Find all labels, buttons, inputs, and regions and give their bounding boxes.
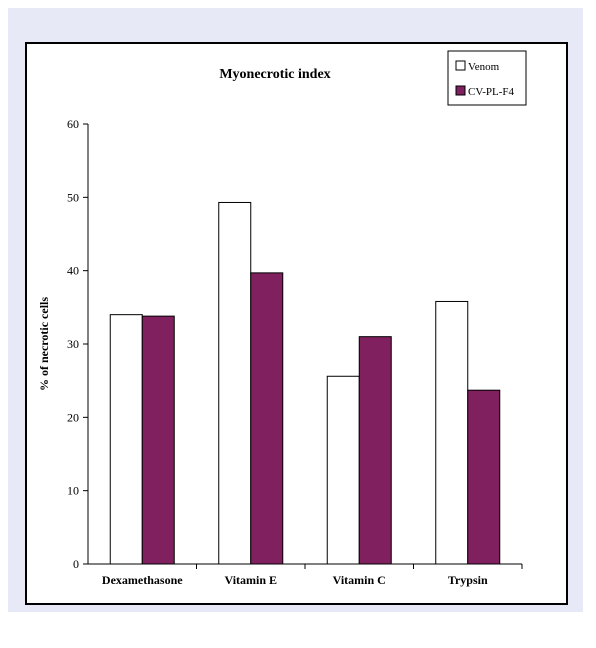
y-tick-label: 60	[67, 117, 79, 131]
x-tick-label: Vitamin E	[224, 573, 277, 587]
chart-title: Myonecrotic index	[219, 67, 330, 82]
bar-cv-pl-f4-dexamethasone	[141, 315, 175, 565]
y-tick-label: 50	[67, 190, 79, 204]
legend-box	[447, 50, 527, 106]
y-tick-label: 30	[67, 337, 79, 351]
y-tick-label: 0	[73, 557, 79, 571]
legend-swatch	[455, 85, 466, 96]
y-axis-label: % of necrotic cells	[37, 297, 51, 391]
y-tick-label: 20	[67, 410, 79, 424]
bar-venom-vitamin-e	[218, 201, 252, 565]
y-tick-label: 10	[67, 484, 79, 498]
bar-venom-vitamin-c	[326, 375, 360, 565]
bar-cv-pl-f4-trypsin	[467, 389, 501, 565]
legend: Venom CV-PL-F4	[447, 50, 527, 106]
bar-venom-dexamethasone	[109, 314, 143, 565]
x-tick-label: Trypsin	[448, 573, 488, 587]
legend-swatch	[455, 60, 466, 71]
y-tick-label: 40	[67, 264, 79, 278]
bar-cv-pl-f4-vitamin-e	[250, 272, 284, 565]
x-tick-label: Vitamin C	[333, 573, 386, 587]
legend-label: Venom	[468, 61, 500, 73]
legend-label: CV-PL-F4	[468, 86, 515, 98]
x-tick-label: Dexamethasone	[102, 573, 183, 587]
bar-cv-pl-f4-vitamin-c	[358, 336, 392, 565]
bar-venom-trypsin	[435, 300, 469, 565]
plot-area: 0 10 20 30 40 50 60 Dexamethasone Vitamin E Vitam…	[67, 117, 523, 587]
